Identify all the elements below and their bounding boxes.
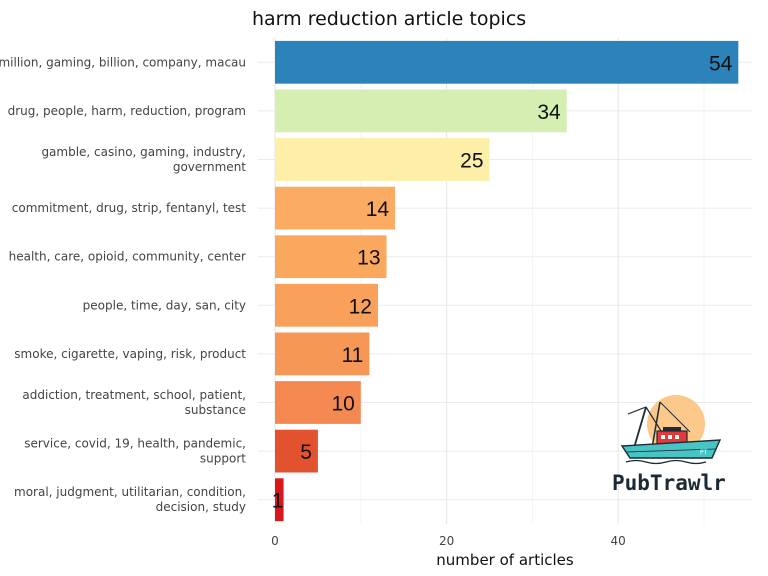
category-label-line: drug, people, harm, reduction, program bbox=[8, 104, 246, 118]
category-label-line: gamble, casino, gaming, industry, bbox=[41, 145, 246, 159]
category-label-line: moral, judgment, utilitarian, condition, bbox=[14, 485, 246, 499]
category-label: smoke, cigarette, vaping, risk, product bbox=[14, 347, 246, 361]
value-label: 10 bbox=[331, 393, 354, 416]
category-label: drug, people, harm, reduction, program bbox=[8, 104, 246, 118]
x-tick-label: 0 bbox=[271, 534, 279, 548]
category-label: people, time, day, san, city bbox=[83, 298, 246, 312]
category-label-line: service, covid, 19, health, pandemic, bbox=[24, 437, 246, 451]
value-label: 11 bbox=[342, 344, 364, 367]
logo-badge: PT bbox=[700, 449, 708, 456]
category-label-line: decision, study bbox=[156, 500, 246, 514]
bar bbox=[275, 235, 387, 279]
value-label: 14 bbox=[366, 198, 390, 221]
category-label-line: commitment, drug, strip, fentanyl, test bbox=[12, 201, 247, 215]
bar bbox=[275, 332, 370, 376]
bar bbox=[275, 429, 318, 473]
boat-icon: PT bbox=[620, 401, 722, 465]
category-label-line: support bbox=[200, 452, 246, 466]
value-label: 5 bbox=[300, 441, 312, 464]
bar bbox=[275, 381, 361, 424]
category-label: service, covid, 19, health, pandemic, sup… bbox=[24, 437, 246, 466]
category-label: health, care, opioid, community, center bbox=[9, 250, 246, 264]
value-labels: 54 34 25 14 13 12 11 10 5 1 bbox=[272, 52, 733, 512]
category-label: commitment, drug, strip, fentanyl, test bbox=[12, 201, 247, 215]
category-label: moral, judgment, utilitarian, condition,… bbox=[14, 485, 246, 514]
x-tick-label: 40 bbox=[611, 534, 626, 548]
logo-text: PubTrawlr bbox=[612, 471, 726, 495]
bar bbox=[275, 40, 739, 84]
bar bbox=[275, 283, 378, 327]
category-label: million, gaming, billion, company, macau bbox=[0, 55, 246, 69]
value-label: 13 bbox=[357, 247, 380, 270]
category-label-line: smoke, cigarette, vaping, risk, product bbox=[14, 347, 246, 361]
value-label: 25 bbox=[460, 150, 483, 173]
category-labels: million, gaming, billion, company, macau… bbox=[0, 55, 246, 514]
pubtrawlr-logo: PT PubTrawlr bbox=[612, 395, 726, 495]
value-label: 1 bbox=[272, 490, 284, 513]
value-label: 34 bbox=[537, 101, 561, 124]
value-label: 12 bbox=[349, 295, 372, 318]
bar bbox=[275, 478, 284, 522]
bar bbox=[275, 89, 567, 133]
category-label-line: million, gaming, billion, company, macau bbox=[0, 55, 246, 69]
category-label-line: health, care, opioid, community, center bbox=[9, 250, 246, 264]
value-label: 54 bbox=[709, 52, 733, 75]
bar bbox=[275, 186, 396, 230]
category-label: gamble, casino, gaming, industry, governm… bbox=[41, 145, 246, 174]
chart-title: harm reduction article topics bbox=[252, 8, 526, 30]
bar bbox=[275, 138, 490, 181]
category-label-line: government bbox=[173, 160, 246, 174]
category-label-line: substance bbox=[185, 403, 246, 417]
x-tick-label: 20 bbox=[439, 534, 454, 548]
x-axis-label: number of articles bbox=[436, 551, 574, 569]
category-label-line: addiction, treatment, school, patient, bbox=[22, 388, 246, 402]
x-axis-ticks: 0 20 40 bbox=[271, 534, 626, 548]
bars bbox=[275, 40, 739, 522]
category-label: addiction, treatment, school, patient, su… bbox=[22, 388, 246, 417]
category-label-line: people, time, day, san, city bbox=[83, 298, 246, 312]
